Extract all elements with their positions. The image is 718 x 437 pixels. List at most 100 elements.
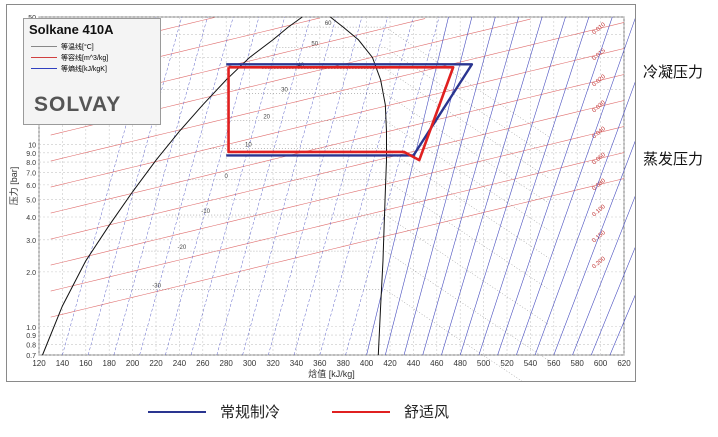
cycle-series-comfort: [227, 65, 455, 162]
isentrope-line: [516, 18, 635, 356]
y-tick-label: 1.0: [26, 325, 36, 332]
isotherm-line: [246, 93, 550, 204]
x-axis-label: 焓值 [kJ/kg]: [308, 368, 355, 379]
x-tick-label: 140: [56, 359, 70, 368]
y-tick-label: 0.7: [26, 353, 36, 360]
y-tick-label: 8.0: [26, 160, 36, 167]
y-tick-label: 7.0: [26, 171, 36, 178]
isotherm-line: [209, 148, 550, 259]
isentrope-line: [478, 16, 590, 356]
isochore-line: [50, 178, 625, 318]
isochore-line: [50, 126, 625, 266]
x-tick-label: 560: [547, 359, 561, 368]
isotherm-label: 0: [224, 174, 228, 180]
isentrope-line: [459, 16, 566, 356]
x-tick-label: 420: [383, 359, 397, 368]
chart-frame: 120 140 160 180 200 220 240 260 280 300 320 340 360 3…: [6, 4, 636, 382]
x-tick-label: 200: [126, 359, 140, 368]
y-tick-label: 9.0: [26, 151, 36, 158]
x-tick-label: 500: [477, 359, 491, 368]
saturated-liquid-line: [42, 16, 303, 356]
isentrope-line: [319, 16, 414, 356]
inset-legend-isochore: 等容线[m^3/kg]: [31, 52, 157, 63]
y-tick-label: 3.0: [26, 238, 36, 245]
x-tick-label: 580: [571, 359, 585, 368]
isochore-line: [50, 22, 625, 162]
annotation-condensing-pressure: 冷凝压力: [643, 63, 704, 81]
inset-legend-isotherm: 等温线[°C]: [31, 41, 157, 52]
isochore-line: [50, 74, 625, 214]
legend-swatch-comfort: [332, 410, 390, 413]
x-tick-label: 320: [266, 359, 280, 368]
brand-logo: SOLVAY: [34, 93, 122, 116]
isotherm-label: -20: [178, 245, 187, 251]
x-tick-label: 160: [79, 359, 93, 368]
isotherm-line: [166, 214, 550, 326]
legend-label-conventional: 常规制冷: [220, 403, 281, 421]
isentrope-line: [190, 16, 285, 356]
isochore-line: [50, 152, 625, 292]
x-tick-label: 360: [313, 359, 327, 368]
isochore-line: [50, 48, 625, 188]
y-tick-label: 4.0: [26, 215, 36, 222]
y-tick-label: 6.0: [26, 183, 36, 190]
inset-legend: 等温线[°C] 等容线[m^3/kg] 等熵线[kJ/kgK]: [31, 41, 157, 74]
isotherm-line: [189, 179, 550, 290]
legend-swatch-conventional: [148, 410, 206, 413]
saturated-vapor-line: [330, 16, 387, 356]
isentrope-line: [268, 16, 363, 356]
x-tick-label: 600: [594, 359, 608, 368]
x-tick-label: 480: [454, 359, 468, 368]
x-tick-label: 620: [617, 359, 631, 368]
isentrope-line: [441, 16, 543, 356]
x-tick-label: 180: [103, 359, 117, 368]
x-tick-label: 520: [500, 359, 514, 368]
x-tick-label: 240: [173, 359, 187, 368]
x-tick-label: 400: [360, 359, 374, 368]
isentrope-line: [422, 16, 519, 356]
legend-item-conventional: 常规制冷: [148, 401, 280, 422]
y-axis-label: 压力 [bar]: [8, 167, 19, 206]
isotherm-label: -10: [201, 209, 210, 215]
isentrope-line: [293, 16, 388, 356]
isentrope-line: [403, 16, 496, 356]
isentrope-line: [139, 16, 234, 356]
isentrope-line: [87, 16, 182, 356]
legend-item-comfort: 舒适风: [332, 401, 449, 422]
y-tick-label: 5.0: [26, 197, 36, 204]
x-tick-label: 120: [32, 359, 46, 368]
isentrope-line: [609, 294, 635, 356]
inset-legend-isentrope: 等熵线[kJ/kgK]: [31, 63, 157, 74]
isotherm-line: [262, 68, 550, 179]
isentrope-line: [572, 195, 635, 356]
isentrope-line: [590, 247, 635, 356]
chart-title: Solkane 410A: [29, 22, 114, 37]
y-tick-label: 2.0: [26, 270, 36, 277]
isotherm-label: 10: [245, 142, 252, 148]
x-tick-label: 260: [196, 359, 210, 368]
logo-box: Solkane 410A 等温线[°C] 等容线[m^3/kg] 等熵线[kJ/…: [23, 18, 161, 125]
isentrope-line: [242, 16, 337, 356]
isentrope-line: [553, 140, 635, 356]
isentrope-line: [216, 16, 311, 356]
isentrope-line: [534, 81, 635, 356]
x-tick-label: 440: [407, 359, 421, 368]
x-tick-label: 300: [243, 359, 257, 368]
isotherm-label: 60: [325, 21, 332, 27]
y-tick-label: 10: [28, 142, 36, 149]
isotherm-label: 20: [263, 115, 270, 121]
cycle-series-conventional: [226, 63, 474, 157]
x-tick-label: 460: [430, 359, 444, 368]
isochore-line: [50, 100, 625, 240]
isotherm-label: 50: [311, 42, 318, 48]
isentrope-line: [366, 16, 449, 356]
x-tick-label: 540: [524, 359, 538, 368]
isotherm-line: [228, 120, 550, 231]
isotherm-label: 40: [297, 63, 304, 69]
y-tick-label: 0.9: [26, 333, 36, 340]
legend-label-comfort: 舒适风: [404, 403, 450, 421]
isentrope-line: [113, 16, 208, 356]
isotherm-line: [276, 47, 550, 158]
isotherm-line: [142, 250, 550, 362]
x-tick-label: 220: [149, 359, 163, 368]
